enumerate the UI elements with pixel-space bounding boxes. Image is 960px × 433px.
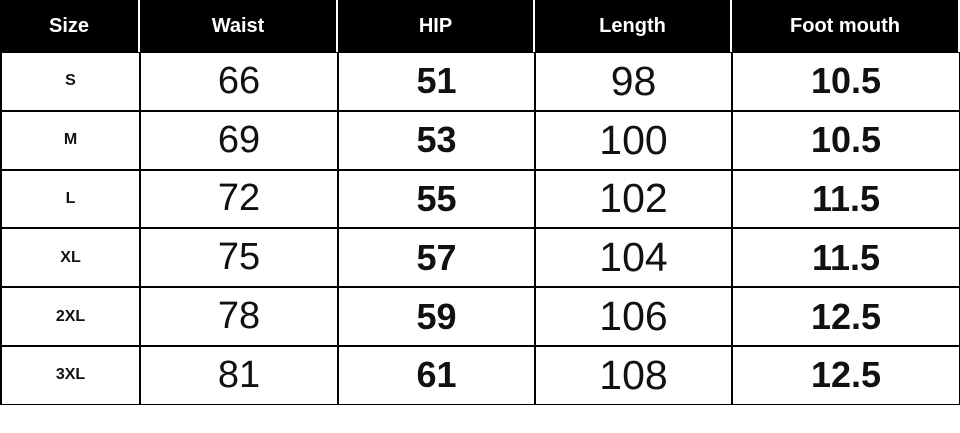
- value-cell: 100: [535, 110, 732, 170]
- value-cell: 72: [140, 169, 338, 229]
- value-cell: 81: [140, 346, 338, 405]
- value-cell: 57: [338, 228, 535, 288]
- value-cell: 55: [338, 169, 535, 229]
- value-cell: 59: [338, 287, 535, 346]
- size-cell: XL: [0, 228, 140, 288]
- header-cell: Waist: [140, 0, 338, 52]
- value-cell: 11.5: [732, 169, 960, 229]
- value-cell: 10.5: [732, 110, 960, 170]
- value-cell: 102: [535, 169, 732, 229]
- value-cell: 108: [535, 346, 732, 405]
- header-cell: Length: [535, 0, 732, 52]
- size-cell: L: [0, 169, 140, 229]
- value-cell: 51: [338, 52, 535, 111]
- value-cell: 66: [140, 52, 338, 111]
- size-cell: 3XL: [0, 346, 140, 405]
- size-cell: S: [0, 52, 140, 111]
- value-cell: 104: [535, 228, 732, 288]
- size-cell: 2XL: [0, 287, 140, 346]
- size-cell: M: [0, 110, 140, 170]
- value-cell: 61: [338, 346, 535, 405]
- value-cell: 11.5: [732, 228, 960, 288]
- value-cell: 106: [535, 287, 732, 346]
- header-cell: Foot mouth: [732, 0, 960, 52]
- value-cell: 10.5: [732, 52, 960, 111]
- value-cell: 69: [140, 110, 338, 170]
- value-cell: 12.5: [732, 287, 960, 346]
- size-table: Size Waist HIP Length Foot mouth S 66 51 98 10.5 M…: [0, 0, 960, 405]
- value-cell: 78: [140, 287, 338, 346]
- value-cell: 53: [338, 110, 535, 170]
- value-cell: 98: [535, 52, 732, 111]
- value-cell: 75: [140, 228, 338, 288]
- value-cell: 12.5: [732, 346, 960, 405]
- header-cell: Size: [0, 0, 140, 52]
- header-cell: HIP: [338, 0, 535, 52]
